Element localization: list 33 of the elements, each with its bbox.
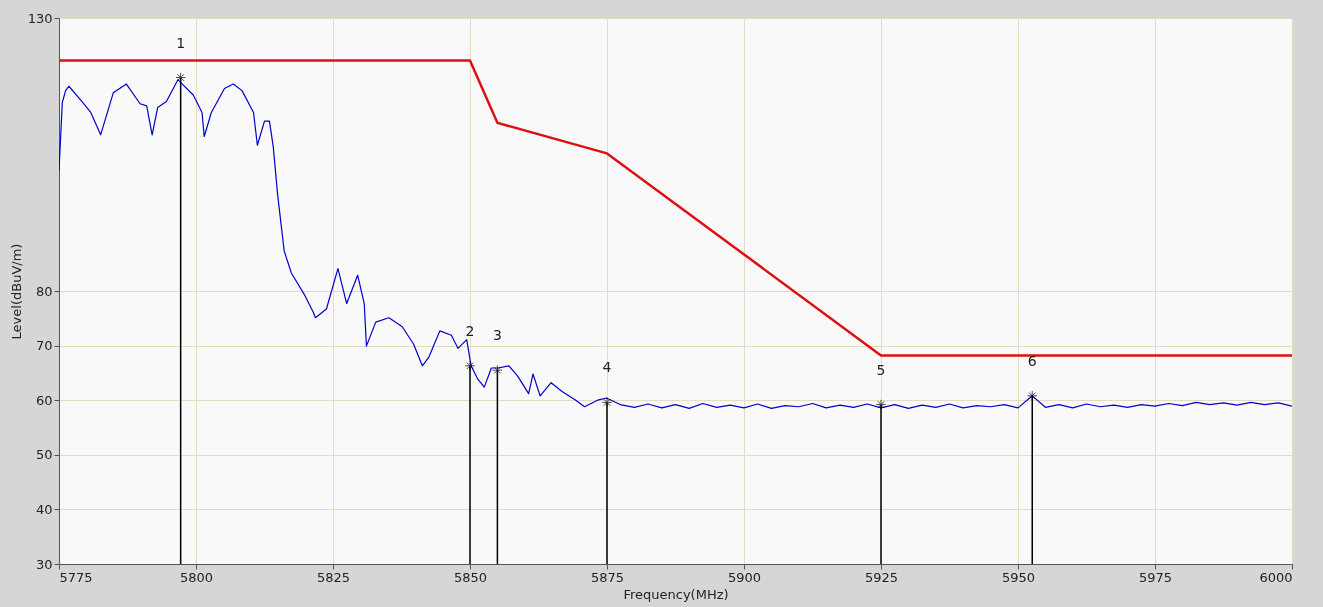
y-tick-label: 130 (27, 10, 53, 26)
x-tick-label: 5800 (179, 569, 214, 585)
y-tick-label: 70 (35, 338, 53, 354)
line-series (59, 59, 1292, 357)
y-axis-title: Level(dBuV/m) (8, 243, 24, 340)
x-tick-label: 5975 (1138, 569, 1173, 585)
point (1027, 390, 1038, 402)
annotation: 1 (176, 34, 186, 51)
x-tick-label: 5825 (316, 569, 351, 585)
y-tick-label: 50 (35, 447, 53, 463)
annotation: 2 (465, 322, 475, 339)
y-tick-label: 30 (35, 556, 53, 572)
point (464, 360, 476, 372)
x-tick-label: 5950 (1001, 569, 1036, 585)
annotation: 5 (876, 361, 886, 378)
point (492, 364, 503, 376)
point (875, 399, 887, 410)
x-tick-label: 5900 (727, 569, 762, 585)
line-series (59, 79, 1292, 409)
x-axis-title: Frequency(MHz) (623, 586, 729, 602)
annotation: 6 (1027, 352, 1037, 369)
x-tick-label: 5850 (453, 569, 488, 585)
x-tick-label: 5875 (590, 569, 625, 585)
point (175, 72, 186, 83)
y-tick-label: 80 (35, 283, 53, 299)
y-tick-label: 40 (35, 501, 53, 517)
x-tick-label: 5925 (864, 569, 899, 585)
point (601, 397, 613, 408)
x-tick-label: 5775 (59, 569, 93, 585)
annotation: 4 (602, 359, 612, 376)
x-tick-label: 6000 (1259, 569, 1293, 585)
annotation: 3 (492, 327, 502, 344)
y-tick-label: 60 (35, 392, 53, 408)
